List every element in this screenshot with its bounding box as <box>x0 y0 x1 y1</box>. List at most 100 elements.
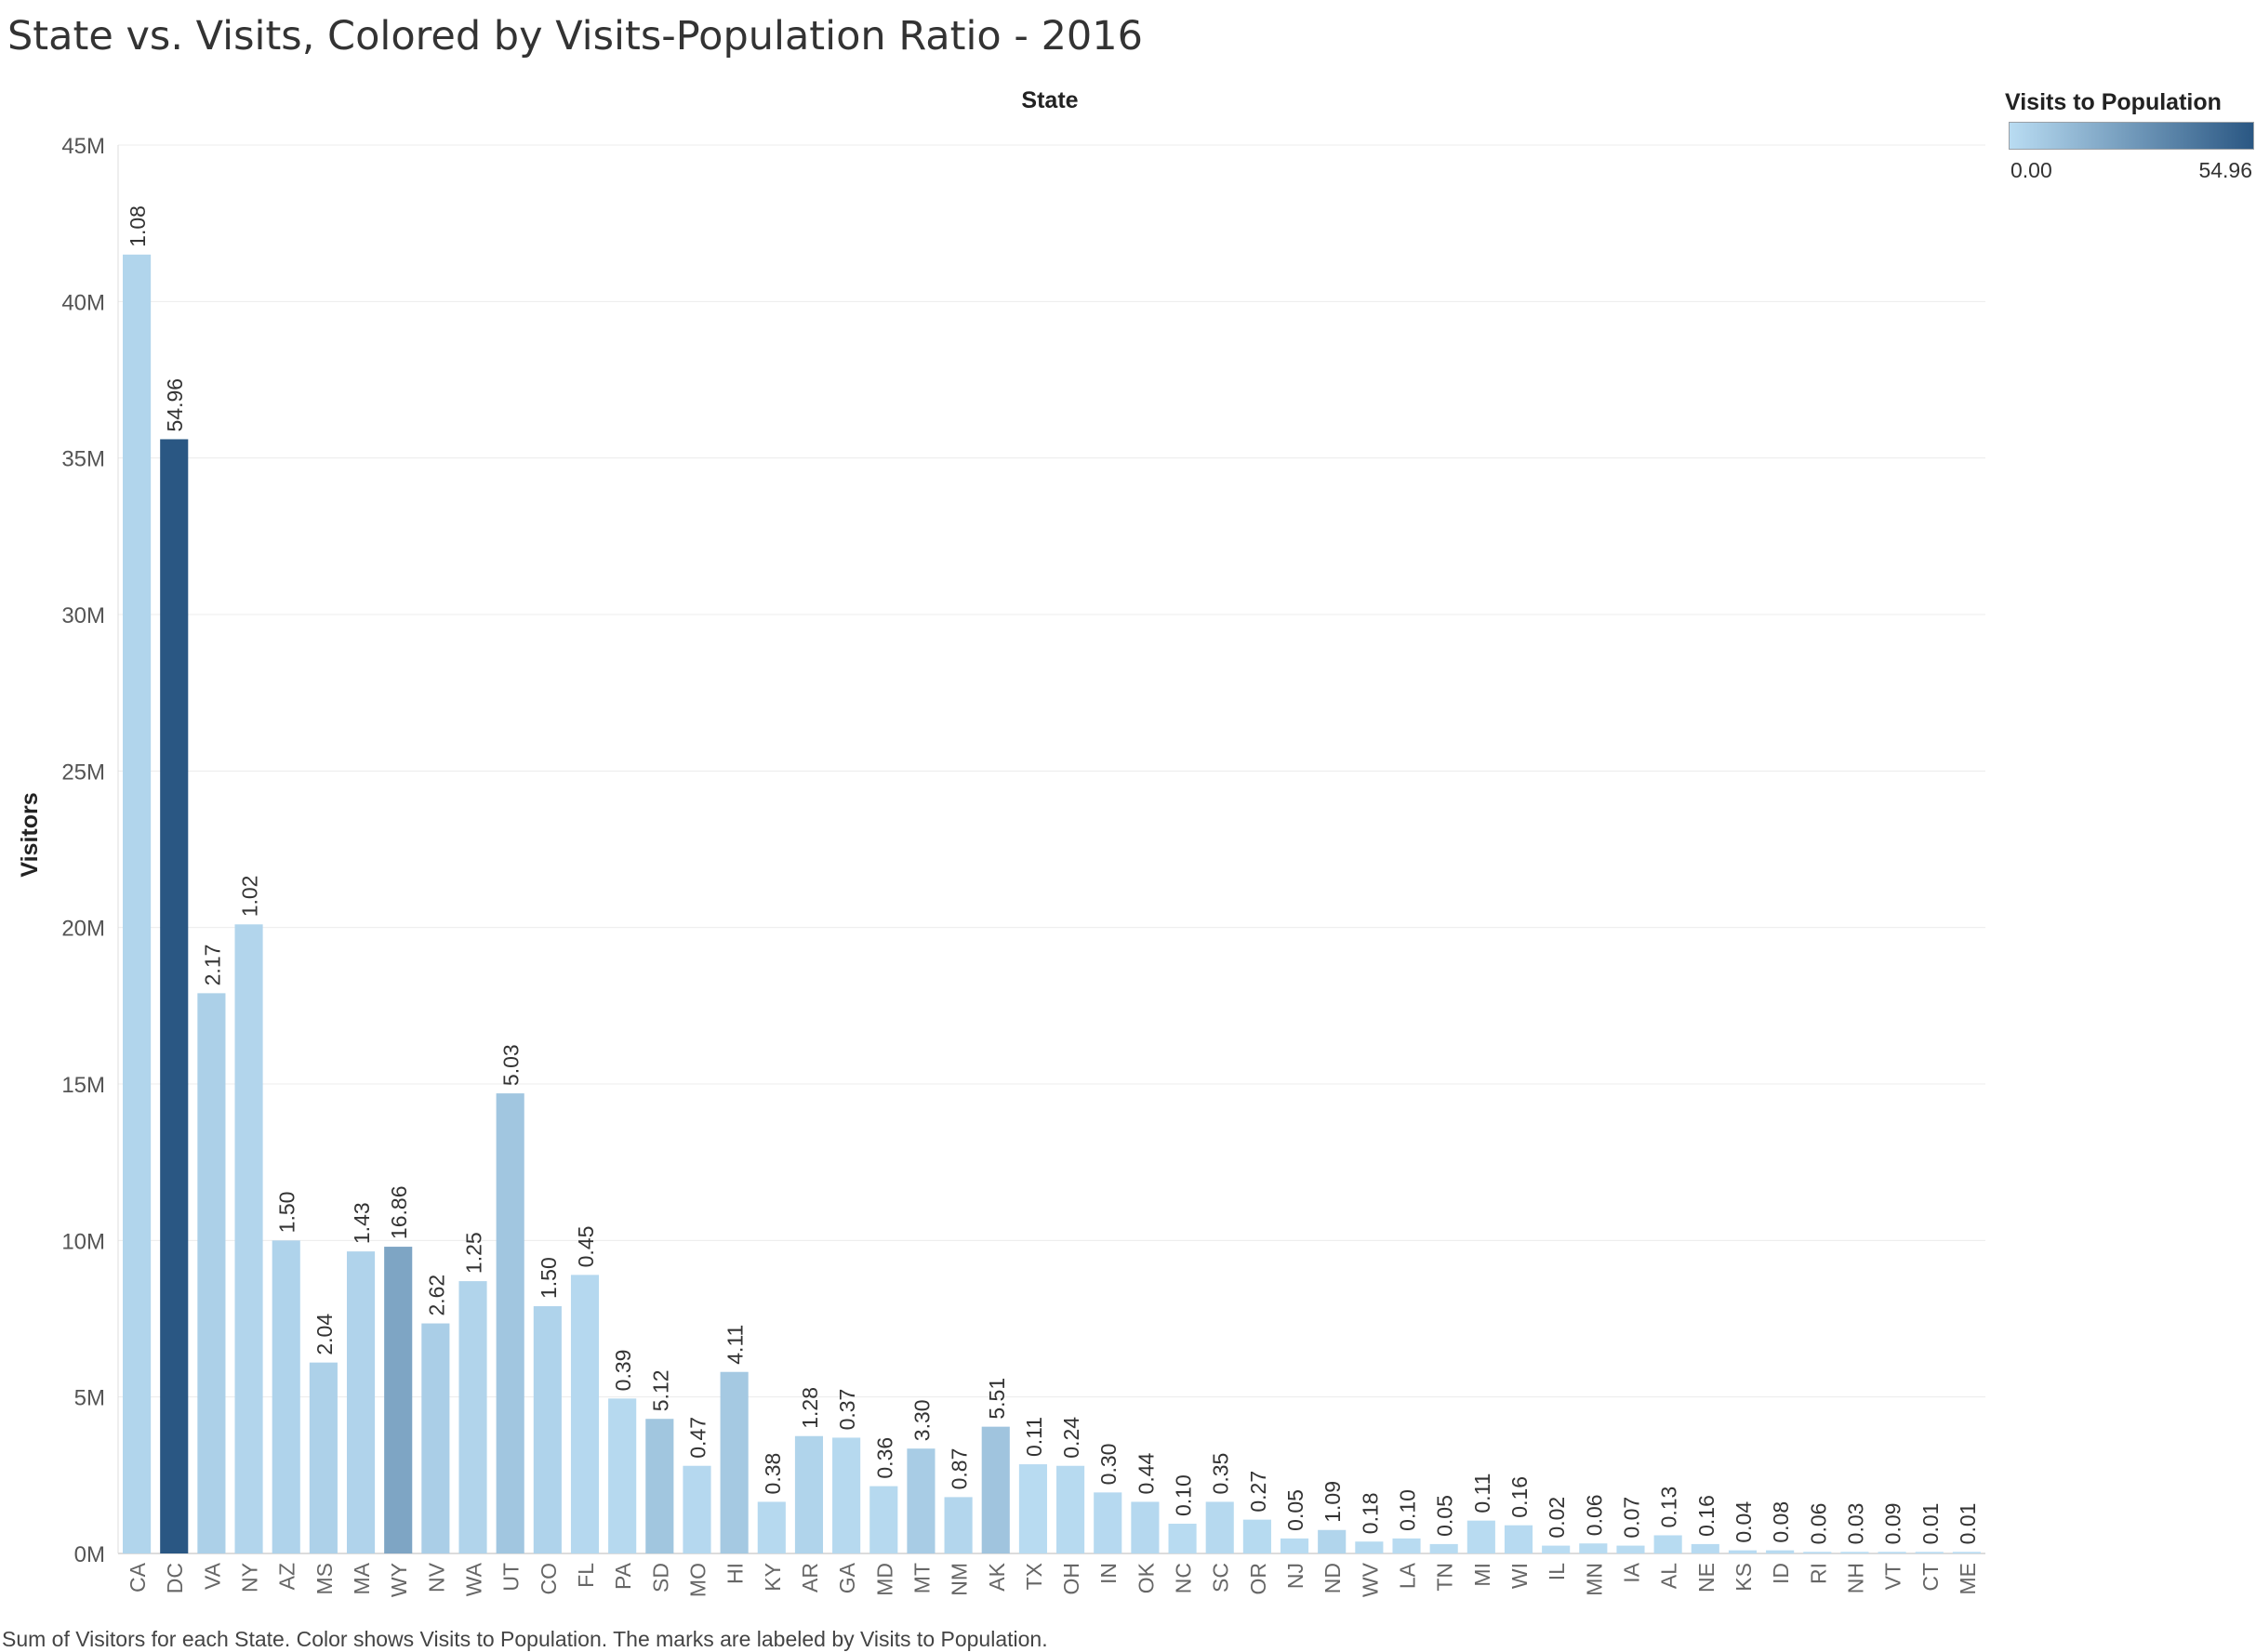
x-tick-label: SC <box>1209 1563 1233 1593</box>
x-tick-label: RI <box>1806 1563 1830 1584</box>
bar-fl[interactable] <box>570 1275 600 1553</box>
bar-value-label: 0.10 <box>1396 1489 1420 1531</box>
bar-nc[interactable] <box>1168 1524 1197 1553</box>
bar-vt[interactable] <box>1878 1552 1906 1553</box>
bar-oh[interactable] <box>1056 1465 1085 1553</box>
bar-mo[interactable] <box>683 1465 711 1553</box>
bar-value-label: 0.10 <box>1172 1474 1196 1516</box>
bar-wa[interactable] <box>458 1281 487 1553</box>
bar-ga[interactable] <box>832 1437 861 1553</box>
x-tick-label: OK <box>1134 1562 1158 1593</box>
bar-pa[interactable] <box>608 1398 637 1553</box>
bar-co[interactable] <box>533 1306 562 1553</box>
bar-value-label: 0.30 <box>1096 1444 1121 1486</box>
bar-la[interactable] <box>1392 1538 1421 1553</box>
y-tick-label: 15M <box>61 1073 105 1098</box>
bar-dc[interactable] <box>160 439 189 1553</box>
bar-ma[interactable] <box>346 1251 376 1553</box>
bar-mi[interactable] <box>1466 1520 1495 1553</box>
bar-value-label: 1.02 <box>238 876 262 918</box>
bar-value-label: 0.37 <box>835 1389 859 1431</box>
bar-nm[interactable] <box>944 1497 973 1553</box>
bar-nh[interactable] <box>1840 1552 1869 1553</box>
x-tick-label: NC <box>1172 1563 1196 1593</box>
bar-value-label: 0.16 <box>1694 1495 1719 1537</box>
bar-value-label: 1.25 <box>462 1232 486 1274</box>
x-tick-label: DC <box>163 1563 187 1593</box>
bar-value-label: 1.50 <box>537 1257 561 1299</box>
bar-value-label: 0.05 <box>1283 1489 1307 1531</box>
bar-sd[interactable] <box>645 1419 674 1553</box>
bar-ct[interactable] <box>1915 1552 1944 1553</box>
bar-or[interactable] <box>1242 1519 1271 1553</box>
x-tick-label: NV <box>424 1562 448 1593</box>
bar-id[interactable] <box>1766 1550 1795 1553</box>
x-tick-label: MI <box>1470 1563 1494 1587</box>
bar-va[interactable] <box>197 993 226 1553</box>
bar-me[interactable] <box>1952 1552 1981 1553</box>
x-tick-label: WY <box>387 1563 411 1597</box>
bar-mt[interactable] <box>907 1448 936 1553</box>
bar-value-label: 0.16 <box>1507 1476 1532 1518</box>
bar-ky[interactable] <box>757 1501 786 1553</box>
x-tick-label: KS <box>1732 1563 1756 1592</box>
bar-ny[interactable] <box>234 924 263 1553</box>
x-tick-label: OH <box>1059 1563 1083 1595</box>
bar-ri[interactable] <box>1803 1552 1832 1553</box>
bar-nv[interactable] <box>421 1323 450 1553</box>
bar-value-label: 0.24 <box>1059 1417 1083 1459</box>
x-tick-label: NJ <box>1283 1563 1307 1589</box>
y-axis-ticks: 0M 5M 10M 15M 20M 25M 30M 35M 40M 45M <box>61 134 105 1567</box>
x-tick-label: NM <box>948 1563 972 1596</box>
bar-wv[interactable] <box>1355 1541 1384 1553</box>
bar-value-label: 0.09 <box>1881 1503 1905 1545</box>
bar-tx[interactable] <box>1018 1464 1047 1553</box>
bar-wi[interactable] <box>1504 1525 1533 1553</box>
bar-ar[interactable] <box>794 1435 824 1553</box>
x-tick-label: KY <box>761 1563 785 1592</box>
bar-wy[interactable] <box>384 1247 413 1553</box>
bar-value-label: 2.62 <box>424 1275 448 1316</box>
x-tick-label: IN <box>1096 1563 1121 1584</box>
x-tick-label: WA <box>462 1562 486 1596</box>
x-tick-label: ME <box>1956 1563 1980 1595</box>
bar-az[interactable] <box>272 1240 300 1553</box>
x-tick-label: MD <box>872 1563 896 1596</box>
x-axis-header: State <box>1021 87 1078 113</box>
bar-value-label: 0.18 <box>1358 1492 1382 1534</box>
bar-nd[interactable] <box>1318 1529 1347 1553</box>
bars: 1.08 54.96 2.17 1.02 1.50 2.04 1.43 16.86 2.62 1.… <box>123 205 1981 1553</box>
bar-ok[interactable] <box>1131 1501 1160 1553</box>
bar-ne[interactable] <box>1691 1543 1719 1553</box>
gridlines <box>117 144 1985 1554</box>
x-tick-label: CO <box>537 1563 561 1595</box>
bar-nj[interactable] <box>1280 1538 1309 1553</box>
bar-value-label: 0.05 <box>1433 1495 1457 1537</box>
bar-ia[interactable] <box>1616 1545 1645 1553</box>
legend-color-ramp[interactable] <box>2009 122 2254 150</box>
bar-il[interactable] <box>1542 1545 1571 1553</box>
x-tick-label: MA <box>350 1562 374 1594</box>
y-axis-label: Visitors <box>17 792 43 877</box>
bar-tn[interactable] <box>1429 1543 1458 1553</box>
bar-ca[interactable] <box>123 254 152 1553</box>
bar-value-label: 0.11 <box>1022 1417 1046 1457</box>
bar-hi[interactable] <box>720 1371 749 1553</box>
bar-mn[interactable] <box>1579 1543 1608 1553</box>
bar-ak[interactable] <box>981 1426 1010 1553</box>
bar-in[interactable] <box>1094 1492 1122 1553</box>
x-tick-label: TN <box>1433 1563 1457 1592</box>
bar-value-label: 4.11 <box>723 1325 748 1365</box>
y-tick-label: 25M <box>61 760 105 785</box>
bar-value-label: 5.51 <box>985 1378 1009 1420</box>
bar-value-label: 0.13 <box>1657 1487 1681 1528</box>
bar-sc[interactable] <box>1205 1501 1234 1553</box>
bar-al[interactable] <box>1653 1535 1682 1553</box>
y-tick-label: 0M <box>74 1542 105 1567</box>
x-tick-label: AL <box>1657 1563 1681 1589</box>
bar-ut[interactable] <box>496 1093 524 1553</box>
x-tick-label: IA <box>1619 1562 1643 1582</box>
bar-md[interactable] <box>869 1486 898 1553</box>
bar-ks[interactable] <box>1728 1550 1758 1553</box>
bar-ms[interactable] <box>309 1362 338 1553</box>
